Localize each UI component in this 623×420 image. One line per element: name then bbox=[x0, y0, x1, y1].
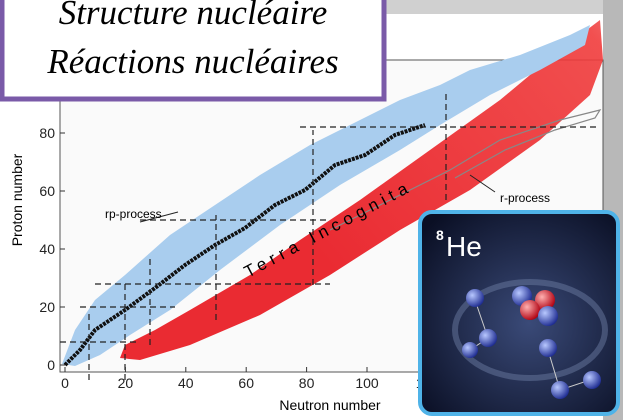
x-tick-label: 40 bbox=[178, 375, 194, 391]
element-symbol: He bbox=[446, 231, 482, 262]
y-tick-label: 60 bbox=[39, 183, 55, 199]
x-axis-label: Neutron number bbox=[279, 397, 381, 413]
x-tick-label: 100 bbox=[355, 375, 379, 391]
x-tick-label: 20 bbox=[118, 375, 134, 391]
x-tick-label: 0 bbox=[61, 375, 69, 391]
y-tick-label: 40 bbox=[39, 241, 55, 257]
x-tick-label: 80 bbox=[299, 375, 315, 391]
title-line: Structure nucléaire bbox=[59, 0, 328, 32]
y-tick-label: 80 bbox=[39, 125, 55, 141]
x-tick-label: 60 bbox=[238, 375, 254, 391]
page: rp-process r-process Terra Incognita 020… bbox=[0, 0, 623, 420]
y-axis-label: Proton number bbox=[9, 153, 25, 246]
annotation: r-process bbox=[500, 191, 550, 205]
y-tick-label: 20 bbox=[39, 299, 55, 315]
top-band bbox=[385, 0, 603, 14]
annotation: rp-process bbox=[105, 207, 162, 221]
mass-number: 8 bbox=[436, 227, 444, 243]
title-line: Réactions nucléaires bbox=[46, 42, 338, 81]
y-tick-label: 0 bbox=[47, 357, 55, 373]
